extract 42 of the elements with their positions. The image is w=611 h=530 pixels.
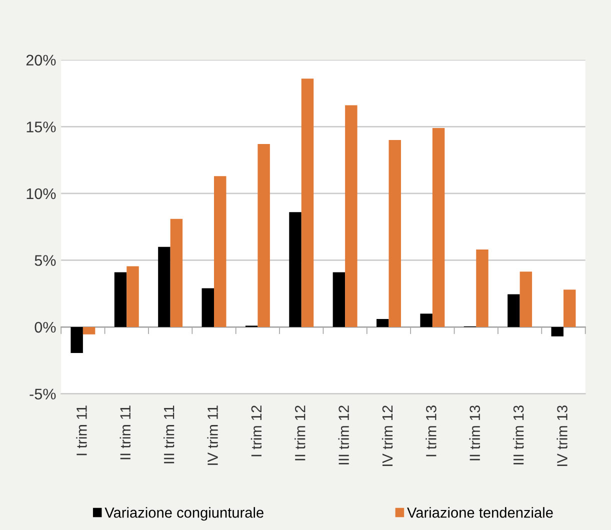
bar: [420, 314, 432, 328]
bar: [126, 266, 139, 328]
legend-label: Variazione congiunturale: [104, 507, 264, 521]
bar: [551, 327, 564, 336]
y-tick-label: 15%: [26, 122, 56, 132]
bar: [520, 272, 532, 328]
bar: [202, 288, 214, 328]
bar: [301, 78, 314, 328]
bar: [114, 272, 127, 328]
bar: [508, 294, 520, 328]
bar: [432, 128, 445, 328]
bar: [214, 176, 226, 328]
bar: [345, 105, 358, 328]
y-tick-label: -5%: [30, 388, 56, 400]
bar: [82, 327, 96, 334]
x-tick-label: II trim 13: [469, 406, 480, 460]
x-tick-label: II trim 12: [294, 406, 306, 460]
bar: [170, 218, 183, 328]
bar: [158, 246, 170, 328]
bar: [563, 290, 576, 328]
x-tick-label: IV trim 13: [556, 406, 568, 466]
x-tick-label: III trim 11: [164, 406, 174, 464]
bar: [376, 318, 389, 328]
y-tick-label: 5%: [34, 255, 56, 266]
y-tick-label: 0%: [34, 322, 56, 333]
y-tick-label: 10%: [26, 188, 56, 200]
x-tick-label: II trim 11: [120, 406, 131, 460]
x-tick-label: I trim 12: [250, 406, 262, 456]
x-tick-label: III trim 12: [338, 406, 349, 464]
bar: [289, 212, 302, 328]
bar: [70, 327, 83, 354]
legend-label: Variazione tendenziale: [407, 507, 553, 518]
bar: [332, 272, 346, 328]
y-tick-label: 20%: [26, 54, 56, 66]
x-tick-label: I trim 13: [426, 406, 436, 456]
bar: [388, 140, 401, 328]
bar: [476, 250, 488, 328]
x-tick-label: III trim 13: [513, 406, 524, 464]
x-tick-label: I trim 11: [76, 406, 87, 456]
bar: [258, 144, 270, 328]
x-tick-label: IV trim 12: [382, 406, 393, 466]
x-tick-label: IV trim 11: [207, 406, 218, 465]
